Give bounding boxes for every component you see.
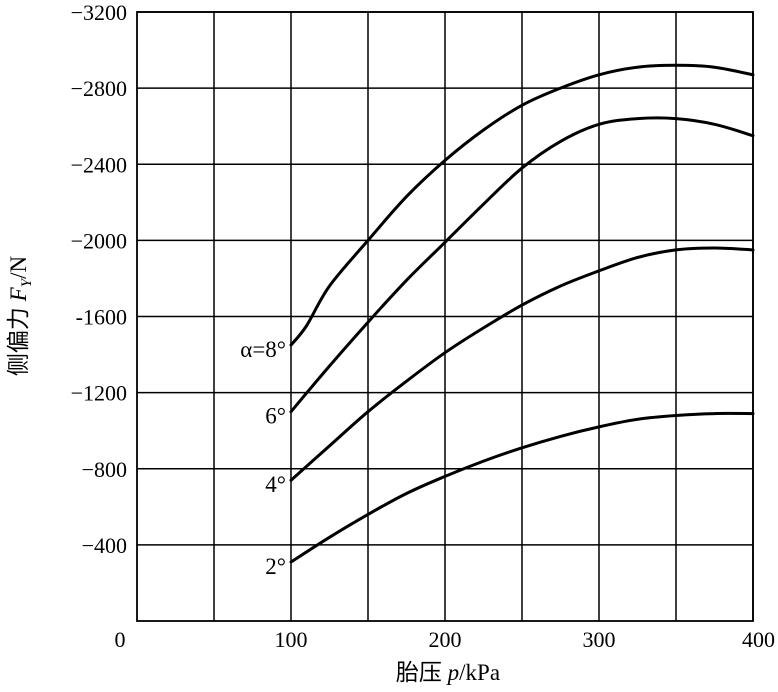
curve-label: 4° [265,472,286,497]
x-tick-label: 200 [429,627,462,652]
grid-layer [137,11,754,621]
y-tick-label: -1600 [76,305,127,330]
series-line-1 [289,63,755,347]
y-axis-title: 侧偏力 FY/N [6,256,35,377]
series-line-4 [289,411,755,564]
series-line-3 [289,246,755,482]
plot-frame [136,11,754,622]
y-tick-label: −2400 [71,152,127,177]
series-layer [289,63,755,564]
y-tick-label: −400 [82,533,127,558]
series-line-2 [289,116,755,414]
y-tick-label: −2000 [71,228,127,253]
y-tick-labels: −400 −800 −1200 -1600 −2000 −2400 −2800 −3200 [71,0,127,558]
y-tick-label: −1200 [71,381,127,406]
x-tick-label: 100 [275,627,308,652]
curve-label: 2° [265,554,286,579]
x-tick-label: 0 [115,627,126,652]
curve-label: α=8° [240,337,286,362]
y-tick-label: −3200 [71,0,127,25]
x-tick-label: 300 [583,627,616,652]
x-tick-labels: 0 100 200 300 400 [115,627,776,652]
x-tick-label: 400 [742,627,775,652]
x-axis-title: 胎压 p/kPa [396,660,500,685]
curve-labels: α=8° 6° 4° 2° [240,337,286,579]
y-tick-label: −2800 [71,76,127,101]
y-tick-label: −800 [82,457,127,482]
curve-label: 6° [265,404,286,429]
